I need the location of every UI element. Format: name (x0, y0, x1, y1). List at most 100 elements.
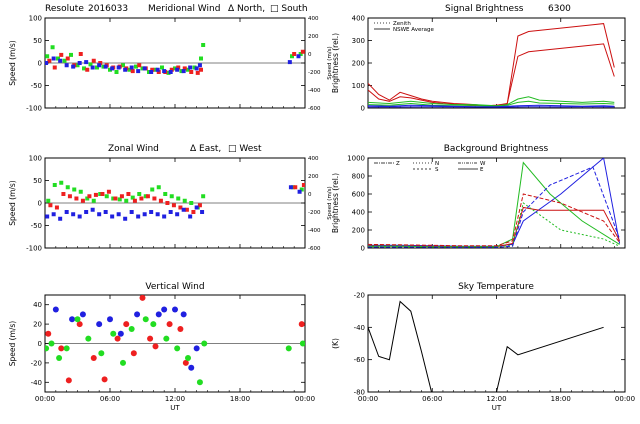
data-point (198, 63, 202, 67)
data-point (52, 212, 56, 216)
data-point (58, 59, 62, 63)
plot-area (43, 295, 306, 385)
y-tick-label: 20 (33, 321, 42, 329)
data-point (53, 66, 57, 70)
data-point (48, 203, 52, 207)
data-point (115, 336, 121, 342)
panel-title: Δ East, (190, 144, 221, 154)
data-point (194, 345, 200, 351)
data-point (183, 199, 187, 203)
panel-title: Δ North, (228, 4, 265, 14)
data-point (87, 194, 91, 198)
data-point (189, 201, 193, 205)
data-point (185, 355, 191, 361)
data-point (130, 66, 134, 70)
panel-3: Background Brightness02004006008001000Br… (331, 144, 625, 253)
data-point (59, 53, 63, 57)
plot-frame (368, 158, 625, 248)
data-point (46, 199, 50, 203)
data-point (188, 215, 192, 219)
data-point (113, 197, 117, 201)
data-point (84, 60, 88, 64)
panel-title: Vertical Wind (145, 282, 204, 292)
y-right-tick-label: -200 (308, 70, 321, 76)
data-point (197, 379, 203, 385)
x-axis-label: UT (492, 404, 502, 412)
data-point (201, 43, 205, 47)
y-tick-label: -60 (354, 356, 365, 364)
data-point (163, 336, 169, 342)
data-point (176, 197, 180, 201)
data-point (137, 192, 141, 196)
data-point (136, 215, 140, 219)
data-point (61, 192, 65, 196)
data-point (123, 217, 127, 221)
data-point (170, 194, 174, 198)
data-point (115, 70, 119, 74)
data-point (51, 45, 55, 49)
data-point (286, 345, 292, 351)
data-point (117, 66, 121, 70)
data-point (53, 183, 57, 187)
y-tick-label: 400 (352, 15, 365, 23)
data-point (80, 311, 86, 317)
data-point (165, 201, 169, 205)
data-point (92, 199, 96, 203)
y-tick-label: -50 (31, 82, 42, 90)
y-tick-label: 1000 (347, 155, 365, 163)
data-point (74, 197, 78, 201)
series-line (368, 194, 620, 246)
data-point (78, 61, 82, 65)
data-point (163, 192, 167, 196)
data-point (182, 208, 186, 212)
data-point (293, 185, 297, 189)
legend-label: S (435, 167, 439, 173)
data-point (189, 70, 193, 74)
data-point (55, 206, 59, 210)
series-line (368, 302, 432, 396)
data-point (199, 68, 203, 72)
x-tick-label: 18:00 (230, 395, 250, 403)
data-point (85, 68, 89, 72)
y-tick-label: 0 (361, 245, 365, 253)
y-tick-label: 0 (38, 340, 42, 348)
data-point (149, 70, 153, 74)
plot-area (368, 24, 614, 108)
data-point (45, 54, 49, 58)
data-point (104, 65, 108, 69)
y-tick-label: -20 (354, 292, 365, 300)
data-point (129, 326, 135, 332)
plot-area (368, 158, 620, 247)
data-point (146, 194, 150, 198)
y-tick-label: 200 (352, 60, 365, 68)
x-tick-label: 00:00 (295, 395, 315, 403)
plot-area (45, 181, 306, 221)
data-point (131, 69, 135, 73)
data-point (49, 341, 55, 347)
data-point (156, 212, 160, 216)
data-point (96, 321, 102, 327)
data-point (300, 341, 306, 347)
y-tick-label: -80 (354, 389, 365, 397)
data-point (98, 350, 104, 356)
data-point (65, 210, 69, 214)
data-point (301, 50, 305, 54)
data-point (124, 199, 128, 203)
data-point (140, 295, 146, 301)
y-right-tick-label: -400 (308, 88, 321, 94)
legend-label: E (480, 167, 484, 173)
panel-title: Zonal Wind (108, 144, 159, 154)
data-point (152, 197, 156, 201)
y-axis-label: Brightness (rel.) (331, 33, 340, 93)
x-tick-label: 00:00 (615, 395, 635, 403)
data-point (79, 52, 83, 56)
data-point (58, 217, 62, 221)
data-point (156, 311, 162, 317)
data-point (160, 66, 164, 70)
data-point (177, 326, 183, 332)
data-point (120, 360, 126, 366)
y-right-tick-label: 200 (308, 174, 319, 180)
y-axis-label: (K) (331, 338, 340, 349)
data-point (201, 194, 205, 198)
